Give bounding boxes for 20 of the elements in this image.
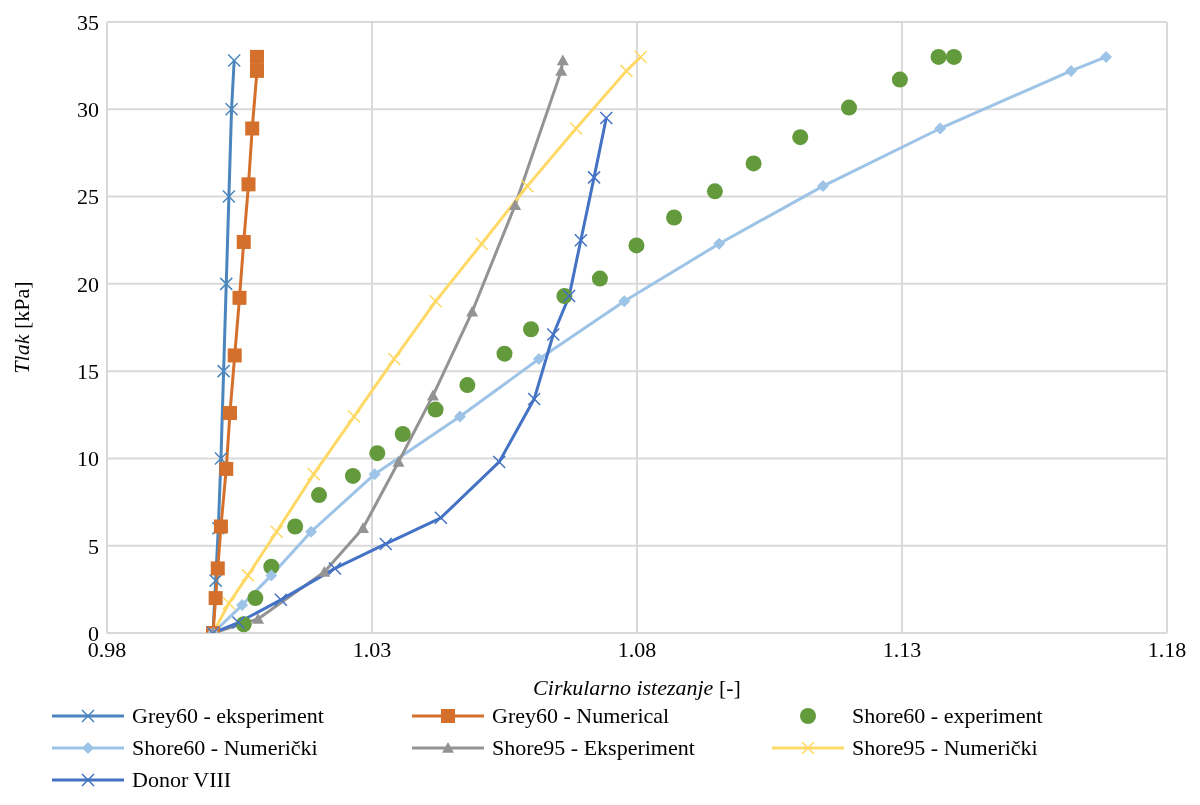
y-tick-label: 10 — [77, 446, 99, 472]
legend-label: Shore95 - Eksperiment — [492, 735, 695, 761]
y-tick-label: 30 — [77, 97, 99, 123]
x-tick-label: 1.03 — [352, 636, 392, 662]
y-tick-label: 20 — [77, 271, 99, 297]
y-tick-label: 35 — [77, 9, 99, 35]
y-axis-title: Tlak [kPa] — [9, 281, 34, 374]
legend-label: Shore60 - Numerički — [132, 735, 318, 761]
x-tick-label: 1.13 — [882, 636, 922, 662]
x-tick-label: 1.08 — [617, 636, 657, 662]
legend-label: Shore95 - Numerički — [852, 735, 1038, 761]
y-tick-label: 5 — [88, 533, 99, 559]
x-tick-label: 1.18 — [1147, 636, 1187, 662]
legend-label: Shore60 - experiment — [852, 703, 1043, 729]
y-tick-label: 25 — [77, 184, 99, 210]
x-axis-title: Cirkularno istezanje [-] — [533, 675, 741, 700]
legend-label: Donor VIII — [132, 767, 232, 793]
legend-label: Grey60 - Numerical — [492, 703, 670, 729]
y-tick-label: 15 — [77, 358, 99, 384]
legend-label: Grey60 - eksperiment — [132, 703, 324, 729]
